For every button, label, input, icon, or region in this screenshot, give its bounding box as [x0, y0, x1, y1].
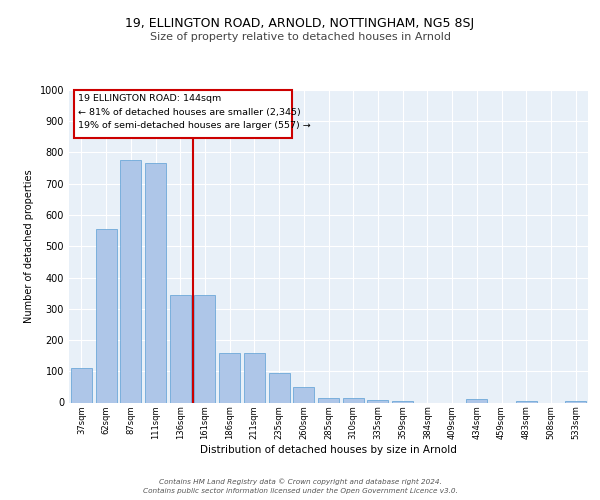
Y-axis label: Number of detached properties: Number of detached properties	[24, 170, 34, 323]
Bar	[244, 352, 265, 403]
Text: Contains HM Land Registry data © Crown copyright and database right 2024.
Contai: Contains HM Land Registry data © Crown c…	[143, 478, 457, 494]
Bar	[194, 294, 215, 403]
Bar	[120, 160, 141, 402]
FancyBboxPatch shape	[74, 90, 292, 138]
Bar	[466, 400, 487, 402]
Text: 19% of semi-detached houses are larger (557) →: 19% of semi-detached houses are larger (…	[79, 122, 311, 130]
Bar	[145, 164, 166, 402]
X-axis label: Distribution of detached houses by size in Arnold: Distribution of detached houses by size …	[200, 444, 457, 454]
Text: 19, ELLINGTON ROAD, ARNOLD, NOTTINGHAM, NG5 8SJ: 19, ELLINGTON ROAD, ARNOLD, NOTTINGHAM, …	[125, 18, 475, 30]
Text: 19 ELLINGTON ROAD: 144sqm: 19 ELLINGTON ROAD: 144sqm	[79, 94, 221, 102]
Bar	[318, 398, 339, 402]
Bar	[367, 400, 388, 402]
Bar	[392, 401, 413, 402]
Bar	[565, 401, 586, 402]
Bar	[516, 401, 537, 402]
Text: ← 81% of detached houses are smaller (2,345): ← 81% of detached houses are smaller (2,…	[79, 108, 301, 116]
Text: Size of property relative to detached houses in Arnold: Size of property relative to detached ho…	[149, 32, 451, 42]
Bar	[269, 373, 290, 402]
Bar	[170, 294, 191, 403]
Bar	[219, 352, 240, 403]
Bar	[293, 387, 314, 402]
Bar	[71, 368, 92, 402]
Bar	[95, 229, 116, 402]
Bar	[343, 398, 364, 402]
